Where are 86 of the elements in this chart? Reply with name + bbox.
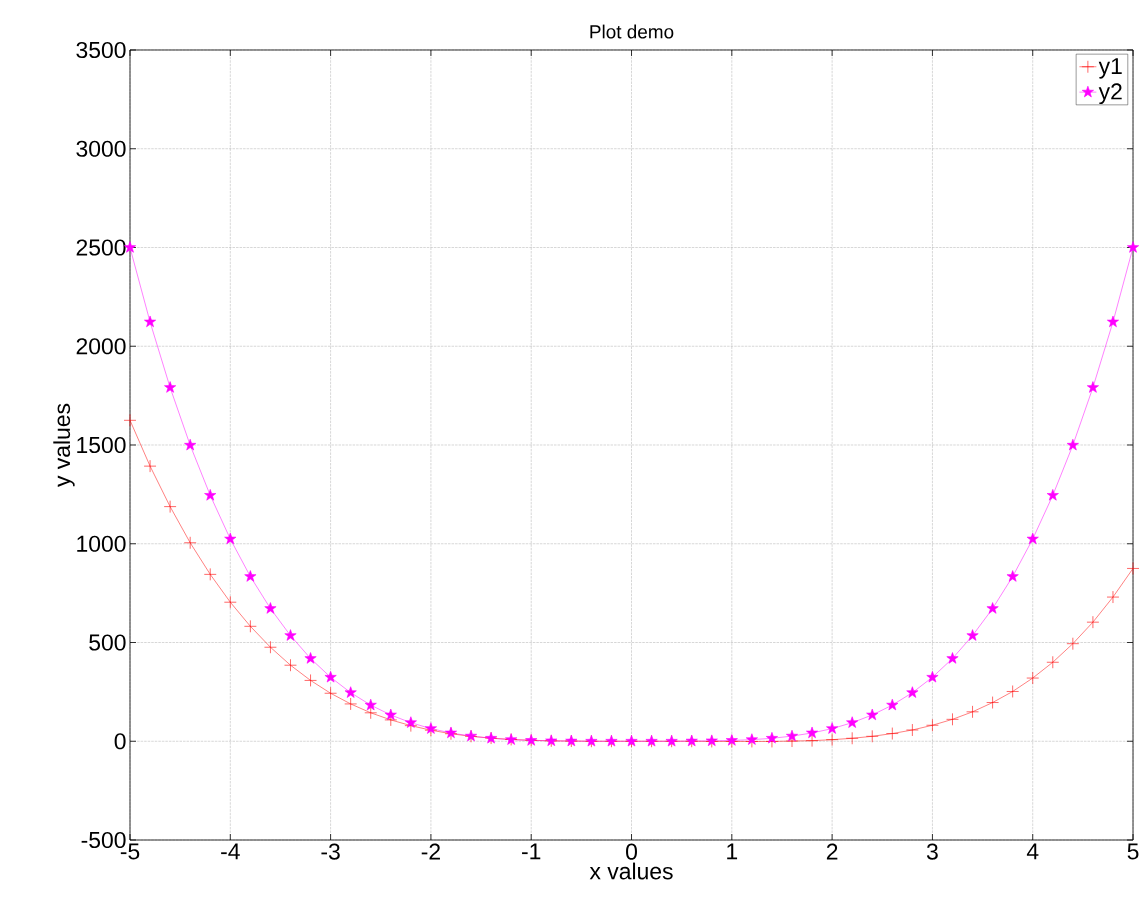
y-axis-title: y values (53, 403, 75, 487)
point (966, 629, 979, 641)
x-tick-label: -4 (221, 843, 240, 860)
chart-title: Plot demo (590, 24, 674, 39)
point (163, 500, 177, 513)
point (1127, 241, 1140, 253)
point (805, 734, 819, 747)
point (986, 602, 999, 614)
point (866, 708, 879, 721)
point (845, 732, 859, 745)
point (404, 716, 417, 728)
point (184, 438, 197, 451)
point (304, 652, 317, 664)
point (1086, 381, 1099, 393)
x-tick-label: 1 (727, 843, 738, 860)
point (304, 674, 317, 687)
point (825, 733, 839, 746)
point (1106, 590, 1120, 604)
point (264, 640, 277, 654)
point (1046, 655, 1060, 669)
x-tick-label: 2 (826, 843, 838, 860)
legend-label: y2 (1098, 83, 1122, 105)
point (1026, 671, 1039, 685)
y-tick-label: 500 (89, 634, 126, 651)
point (1126, 562, 1140, 575)
point (886, 698, 899, 711)
point (1106, 315, 1119, 328)
x-axis-title: x values (589, 862, 673, 880)
y-tick-label: 2500 (76, 239, 126, 256)
point (284, 658, 297, 672)
point (183, 536, 197, 550)
point (384, 708, 397, 721)
legend-label: y1 (1098, 58, 1122, 79)
point (264, 602, 277, 614)
point (1006, 685, 1019, 698)
point (1026, 532, 1039, 545)
point (224, 595, 237, 609)
y-tick-label: 0 (114, 733, 126, 750)
point (244, 620, 257, 633)
point (204, 489, 217, 501)
point (364, 706, 377, 720)
point (906, 686, 919, 698)
point (344, 686, 357, 698)
y-tick-label: 3000 (76, 140, 126, 157)
point (324, 670, 337, 683)
x-tick-label: 0 (626, 843, 637, 860)
point (1006, 570, 1019, 582)
y-tick-label: 3500 (76, 41, 126, 59)
point (946, 652, 959, 664)
point (906, 723, 919, 737)
point (806, 726, 819, 739)
point (765, 732, 778, 744)
point (786, 729, 798, 742)
x-tick-label: -3 (321, 843, 340, 860)
point (926, 718, 939, 732)
y-tick-label: 2000 (76, 338, 126, 355)
x-tick-label: -1 (522, 843, 541, 860)
point (344, 697, 357, 711)
x-tick-label: 4 (1026, 843, 1039, 860)
point (164, 381, 177, 393)
point (886, 727, 899, 740)
point (203, 568, 217, 581)
point (364, 698, 377, 711)
point (826, 722, 839, 734)
x-tick-label: 5 (1127, 843, 1139, 860)
point (926, 670, 939, 683)
point (143, 459, 157, 473)
point (865, 730, 879, 743)
point (284, 629, 297, 641)
point (946, 713, 959, 726)
y-tick-label: 1500 (77, 436, 126, 454)
point (324, 686, 337, 700)
point (986, 696, 999, 709)
x-tick-label: -2 (421, 843, 440, 860)
point (1086, 615, 1100, 629)
y-tick-label: 1000 (77, 535, 126, 552)
point (244, 570, 257, 582)
point (966, 705, 979, 719)
x-tick-label: 3 (926, 843, 938, 860)
point (1046, 489, 1059, 501)
point (123, 414, 137, 427)
point (144, 315, 157, 328)
point (846, 716, 859, 728)
point (1066, 438, 1079, 451)
point (224, 532, 237, 545)
point (1066, 637, 1080, 650)
